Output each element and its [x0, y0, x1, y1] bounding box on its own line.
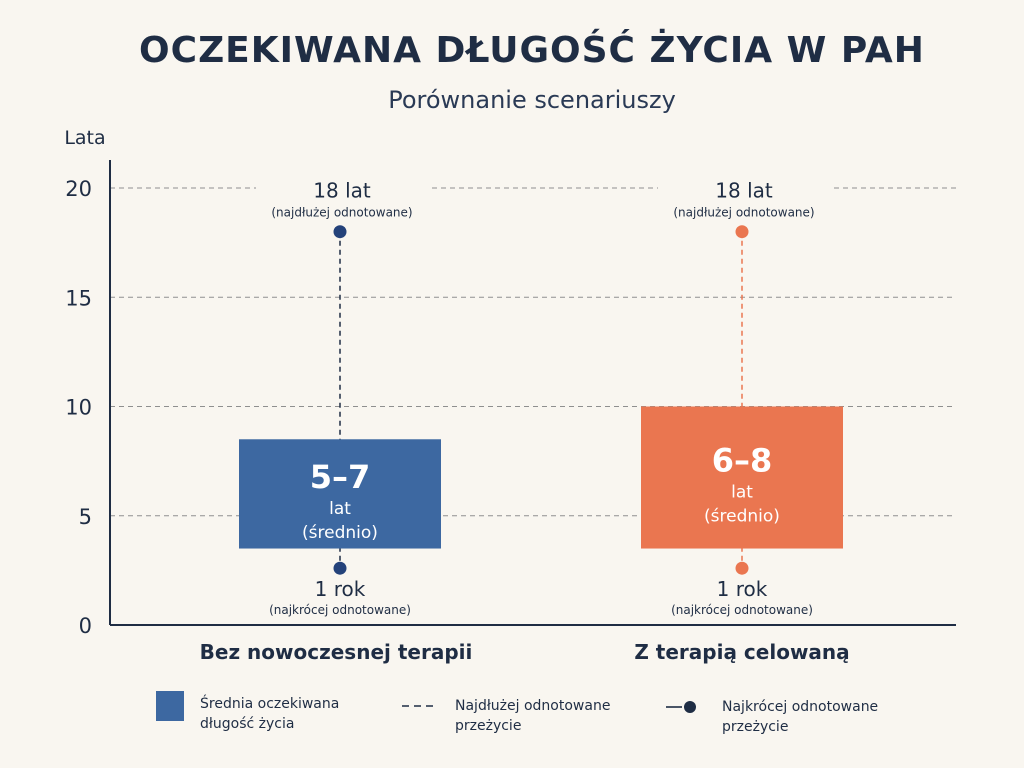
legend-item-average: Średnia oczekiwana długość życia — [200, 694, 339, 734]
legend-label-average-2: długość życia — [200, 716, 295, 732]
x-category-label: Z terapią celowaną — [634, 640, 849, 664]
min-point — [735, 561, 749, 575]
max-value-label: 18 lat — [313, 179, 371, 203]
range-note-label: (średnio) — [704, 507, 780, 527]
legend-label-shortest-2: przeżycie — [722, 719, 789, 735]
legend-dot-line-icon — [666, 701, 696, 713]
y-axis-label: Lata — [64, 127, 105, 149]
legend-label-longest-2: przeżycie — [455, 718, 522, 734]
range-unit-label: lat — [329, 499, 351, 519]
legend-item-shortest: Najkrócej odnotowane przeżycie — [722, 697, 878, 737]
max-point — [735, 225, 749, 239]
min-value-label: 1 rok — [717, 577, 768, 601]
legend-swatch-average — [156, 691, 184, 721]
y-tick-label: 20 — [65, 177, 92, 201]
legend-item-longest: Najdłużej odnotowane przeżycie — [455, 696, 610, 736]
legend-label-longest-1: Najdłużej odnotowane — [455, 698, 611, 714]
min-point — [333, 561, 347, 575]
range-value-label: 5–7 — [310, 458, 371, 496]
legend-dashed-line-icon — [402, 705, 438, 707]
y-tick-label: 10 — [65, 396, 92, 420]
x-category-label: Bez nowoczesnej terapii — [200, 640, 473, 664]
chart-title: OCZEKIWANA DŁUGOŚĆ ŻYCIA W PAH — [139, 30, 925, 71]
max-note-label: (najdłużej odnotowane) — [673, 206, 814, 220]
min-note-label: (najkrócej odnotowane) — [671, 603, 813, 617]
min-value-label: 1 rok — [315, 577, 366, 601]
range-bar — [641, 406, 843, 549]
range-note-label: (średnio) — [302, 523, 378, 543]
range-bar — [239, 439, 441, 549]
range-unit-label: lat — [731, 483, 753, 503]
max-point — [333, 225, 347, 239]
y-tick-label: 5 — [79, 505, 92, 529]
max-value-label: 18 lat — [715, 179, 773, 203]
range-value-label: 6–8 — [712, 442, 773, 480]
chart-subtitle: Porównanie scenariuszy — [388, 86, 676, 114]
min-note-label: (najkrócej odnotowane) — [269, 603, 411, 617]
max-note-label: (najdłużej odnotowane) — [271, 206, 412, 220]
legend-label-average-1: Średnia oczekiwana — [200, 696, 340, 712]
legend-label-shortest-1: Najkrócej odnotowane — [722, 699, 879, 715]
y-tick-label: 15 — [65, 286, 92, 310]
y-tick-label: 0 — [79, 614, 92, 638]
